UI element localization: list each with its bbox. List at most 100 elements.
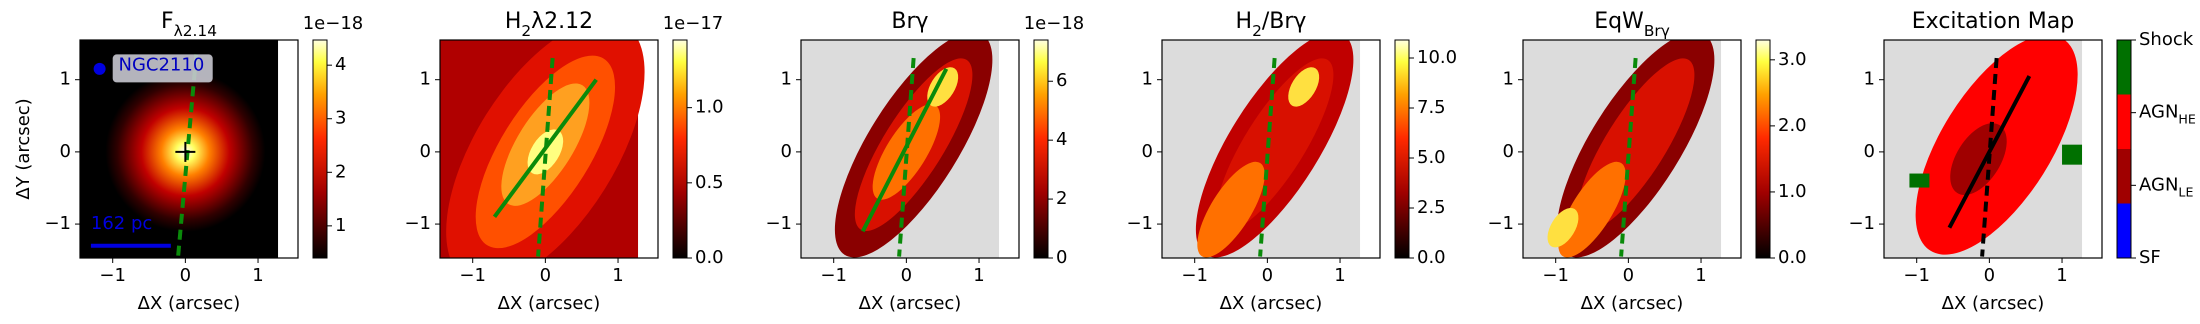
axes-frame [1522,39,1742,259]
y-tick-label: 0 [1142,141,1153,162]
label-box [112,54,213,83]
x-tick-label: −1 [1181,265,1208,286]
y-tick-label: −1 [765,213,792,234]
colorbar-tick-label: 0.0 [1778,247,1807,268]
colorbar-segment [2117,203,2131,258]
colorbar [313,40,327,258]
y-tick-label: 1 [420,69,431,90]
colorbar-tick-label: 1.0 [1778,181,1807,202]
chart-title-part: H [1236,9,1253,34]
colorbar-tick-label: 1.0 [695,97,724,118]
y-tick-label: −1 [1848,213,1875,234]
map-region [2062,144,2083,165]
x-axis-label: ΔX (arcsec) [498,293,601,314]
y-tick-label: 1 [1864,69,1875,90]
colorbar-frame [1394,39,1410,259]
x-tick-label: 1 [1695,265,1706,286]
colorbar-tick-label: 0 [1056,247,1067,268]
colorbar-offset: 1e−18 [303,13,364,34]
colorbar-frame [1033,39,1049,259]
colorbar-segment [2117,94,2131,149]
y-tick-label: 1 [1503,69,1514,90]
chart-title-part: H [505,9,522,34]
map-region [927,67,959,107]
axis-line-annotation [1980,57,1999,257]
y-tick-label: −1 [404,213,431,234]
colorbar-segment [2117,40,2131,95]
annotation: 162 pc [91,213,152,234]
y-tick-label: −1 [44,213,71,234]
chart-title: Brγ [891,9,928,34]
colorbar-frame [312,39,328,259]
map-region [1909,173,1930,188]
colorbar-tick-label: 5.0 [1417,147,1446,168]
y-tick-label: 0 [420,141,431,162]
map-region [1197,161,1265,258]
y-tick-label: −1 [1126,213,1153,234]
axis-line-annotation [1947,75,2032,229]
x-axis-label: ΔX (arcsec) [138,293,241,314]
map [440,40,645,258]
colorbar-tick-label: 2 [1056,188,1067,209]
x-tick-label: 0 [1984,265,1995,286]
y-tick-label: 0 [1503,141,1514,162]
chart-title-part: 2 [521,22,531,40]
axes-frame [800,39,1020,259]
chart-title-part: F [161,9,174,34]
chart-title: Fλ2.14 [161,9,217,40]
x-tick-label: 0 [180,265,191,286]
colorbar-tick-label: 6 [1056,70,1067,91]
x-tick-label: −1 [820,265,847,286]
colorbar [673,40,687,258]
colorbar-tick-label: 1 [335,215,346,236]
x-tick-label: 1 [1334,265,1345,286]
x-tick-label: 0 [1262,265,1273,286]
x-tick-label: 1 [2056,265,2067,286]
axis-line-annotation [897,57,916,257]
x-tick-label: 1 [252,265,263,286]
x-axis-label: ΔX (arcsec) [1581,293,1684,314]
x-tick-label: −1 [99,265,126,286]
colorbar-tick-label: 2.5 [1417,197,1446,218]
axis-line-annotation [176,54,199,257]
colorbar-tick-label-part: SF [2139,247,2161,268]
colorbar-tick-label: SF [2139,247,2161,268]
colorbar-offset: 1e−17 [663,13,724,34]
colorbar-tick-label-part: AGN [2139,102,2178,123]
annotation: NGC2110 [119,54,205,75]
colorbar-tick-label-part: AGN [2139,174,2178,195]
chart-title-part: λ2.12 [531,9,593,34]
colorbar-tick-label: 4 [1056,129,1067,150]
x-tick-label: 0 [540,265,551,286]
y-tick-label: 0 [1864,141,1875,162]
y-tick-label: 0 [60,141,71,162]
colorbar-tick-label-part: Shock [2139,29,2194,50]
x-tick-label: −1 [1903,265,1930,286]
y-tick-label: 1 [60,69,71,90]
chart-title-part: Brγ [1644,22,1670,40]
x-axis-label: ΔX (arcsec) [1220,293,1323,314]
chart-title: H2/Brγ [1236,9,1307,40]
chart-title-part: Excitation Map [1912,9,2074,34]
colorbar-offset: 1e−18 [1024,13,1085,34]
map [1523,40,1722,258]
chart-title: H2λ2.12 [505,9,593,40]
x-axis-label: ΔX (arcsec) [859,293,962,314]
axes-frame [1883,39,2103,259]
chart-title-part: /Brγ [1262,9,1307,34]
axes-frame [1161,39,1381,259]
colorbar-tick-label: 3.0 [1778,49,1807,70]
colorbar-tick-label: 7.5 [1417,97,1446,118]
marker [93,62,106,75]
chart-title-part: λ2.14 [174,22,217,40]
map-region [1558,161,1626,258]
x-tick-label: −1 [1542,265,1569,286]
colorbar-tick-label: Shock [2139,29,2194,50]
x-tick-label: 0 [901,265,912,286]
colorbar-tick-label: 2 [335,161,346,182]
chart-title-part: Brγ [891,9,928,34]
map-region [1950,123,2007,195]
colorbar-segment [2117,149,2131,204]
colorbar [1756,40,1770,258]
chart-title: Excitation Map [1912,9,2074,34]
